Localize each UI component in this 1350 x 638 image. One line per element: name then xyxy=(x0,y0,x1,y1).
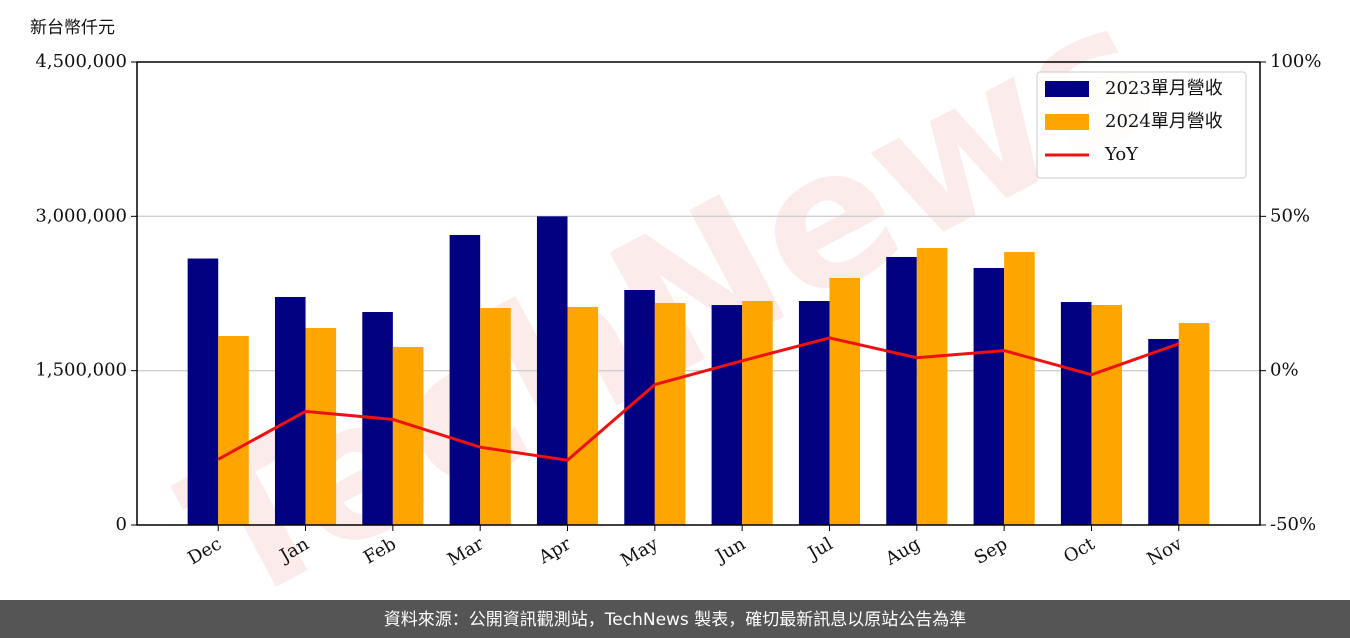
bar xyxy=(218,335,249,525)
source-note: 資料來源：公開資訊觀測站，TechNews 製表，確切最新訊息以原站公告為準 xyxy=(384,610,966,630)
y2-tick-label: -50% xyxy=(1270,514,1316,535)
y2-tick-label: 0% xyxy=(1270,360,1299,381)
x-tick-label: Sep xyxy=(971,533,1011,568)
bar xyxy=(392,347,424,525)
bar xyxy=(449,234,481,525)
x-tick-label: Oct xyxy=(1060,533,1099,568)
bar xyxy=(886,256,917,525)
x-tick-label: May xyxy=(617,533,662,571)
bar xyxy=(829,277,861,525)
bar xyxy=(1004,252,1035,526)
x-tick-label: Nov xyxy=(1143,533,1186,570)
bar xyxy=(480,308,511,525)
bar xyxy=(916,248,948,525)
y-axis-label: 新台幣仟元 xyxy=(30,18,115,38)
x-tick-label: Jul xyxy=(803,533,837,565)
legend-swatch xyxy=(1045,114,1089,130)
bar xyxy=(742,301,773,525)
legend-label: 2023單月營收 xyxy=(1105,78,1223,99)
bar xyxy=(567,306,599,525)
plot-frame xyxy=(136,61,1261,526)
legend-box xyxy=(1036,71,1247,179)
bar xyxy=(1091,305,1123,525)
bar xyxy=(973,267,1005,525)
bar xyxy=(274,296,306,525)
bar xyxy=(1178,323,1210,525)
y2-tick-label: 100% xyxy=(1270,51,1321,72)
x-tick-label: Jun xyxy=(711,533,750,568)
bar xyxy=(305,327,337,525)
bar xyxy=(798,301,830,525)
bar xyxy=(187,258,219,525)
y-tick-label: 3,000,000 xyxy=(35,205,127,226)
x-tick-label: Apr xyxy=(534,533,574,568)
legend-label: YoY xyxy=(1104,144,1139,165)
x-tick-label: Aug xyxy=(881,533,924,570)
y2-tick-label: 50% xyxy=(1270,205,1310,226)
y-tick-label: 4,500,000 xyxy=(35,51,127,72)
y-tick-label: 1,500,000 xyxy=(35,360,127,381)
legend-swatch xyxy=(1045,81,1089,97)
footer-bar xyxy=(0,600,1350,638)
bar xyxy=(1060,302,1092,525)
y-tick-label: 0 xyxy=(116,514,127,535)
line xyxy=(217,336,1180,462)
bar xyxy=(536,216,568,526)
bar xyxy=(711,305,743,525)
legend-label: 2024單月營收 xyxy=(1105,111,1223,132)
bar xyxy=(1148,338,1179,525)
bar xyxy=(654,302,686,525)
